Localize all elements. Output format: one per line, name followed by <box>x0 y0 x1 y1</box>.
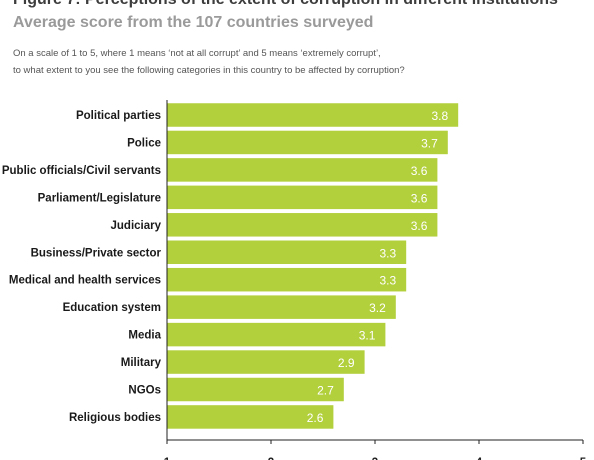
figure-title: Figure 7: Perceptions of the extent of c… <box>13 0 558 9</box>
category-label: Medical and health services <box>9 275 161 287</box>
category-label: Religious bodies <box>69 412 161 424</box>
category-label: Public officials/Civil servants <box>2 165 161 177</box>
category-label: Parliament/Legislature <box>38 192 161 204</box>
value-label: 2.9 <box>338 356 355 370</box>
value-label: 3.6 <box>411 164 428 178</box>
bar <box>167 103 459 127</box>
bar <box>167 158 438 182</box>
bar <box>167 130 448 155</box>
value-label: 2.7 <box>317 384 334 398</box>
survey-question-line-2: to what extent to you see the following … <box>13 65 405 76</box>
value-label: 3.1 <box>359 329 376 343</box>
bar <box>167 295 396 319</box>
category-label: Military <box>121 357 162 369</box>
bar <box>167 267 407 292</box>
bar <box>167 350 365 374</box>
x-tick-label: 4 <box>476 457 483 460</box>
x-tick-label: 1 <box>164 457 171 460</box>
bar <box>167 377 344 402</box>
value-label: 3.8 <box>432 109 449 123</box>
survey-question-line-1: On a scale of 1 to 5, where 1 means ‘not… <box>13 48 381 59</box>
x-tick-label: 5 <box>580 457 587 460</box>
category-label: Political parties <box>76 110 161 122</box>
category-label: NGOs <box>128 385 161 397</box>
bar <box>167 185 438 210</box>
value-label: 3.3 <box>380 246 397 260</box>
bar <box>167 405 334 429</box>
category-label: Education system <box>63 302 161 314</box>
value-label: 3.6 <box>411 191 428 205</box>
figure-subtitle: Average score from the 107 countries sur… <box>13 14 374 31</box>
category-label: Police <box>127 137 161 149</box>
bar <box>167 213 438 237</box>
x-tick-label: 3 <box>372 457 378 460</box>
survey-question: On a scale of 1 to 5, where 1 means ‘not… <box>13 45 405 79</box>
category-label: Business/Private sector <box>31 247 162 259</box>
bar <box>167 240 407 264</box>
category-label: Judiciary <box>111 220 162 232</box>
bar <box>167 322 386 347</box>
value-label: 2.6 <box>307 411 324 425</box>
value-label: 3.3 <box>380 274 397 288</box>
value-label: 3.6 <box>411 219 428 233</box>
value-label: 3.2 <box>369 301 386 315</box>
category-label: Media <box>128 330 161 342</box>
value-label: 3.7 <box>421 136 438 150</box>
x-tick-label: 2 <box>268 457 274 460</box>
